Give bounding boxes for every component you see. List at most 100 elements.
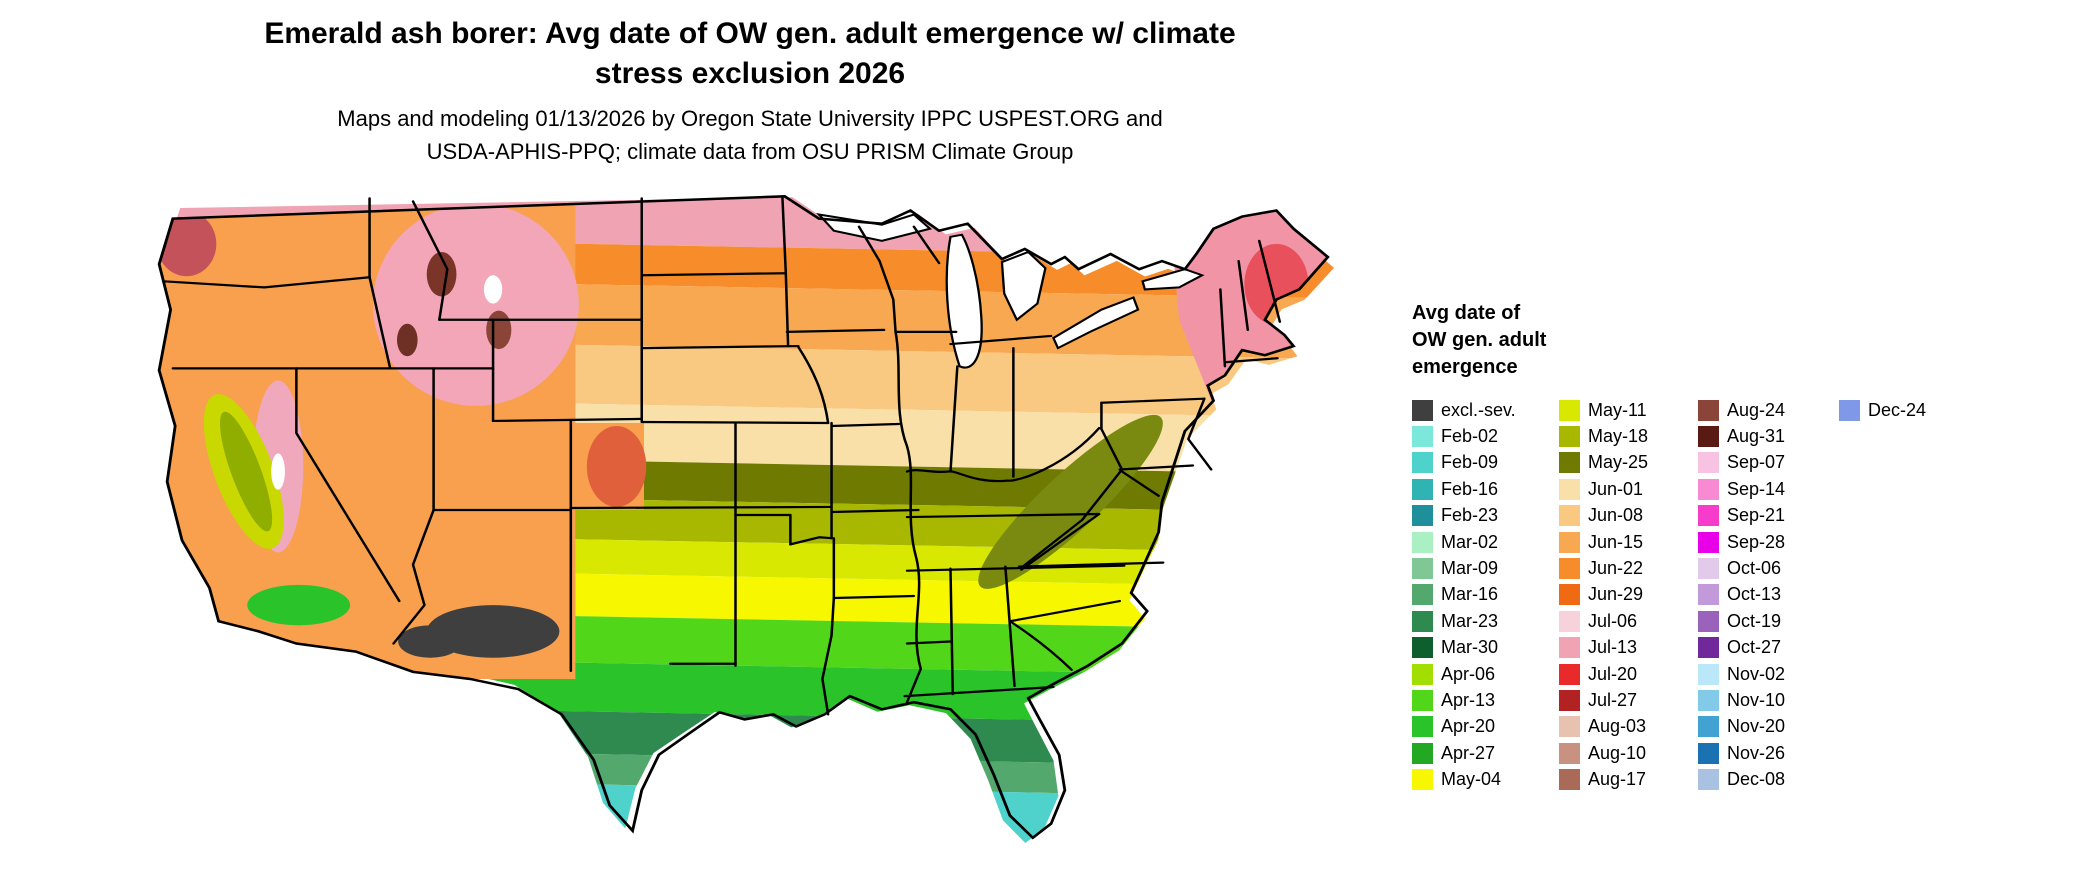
legend-entry: Jun-08 <box>1559 503 1698 529</box>
region-arizona-exclusion-2 <box>398 625 463 658</box>
legend-label: May-18 <box>1588 426 1649 447</box>
legend-entry: May-11 <box>1559 397 1698 423</box>
region-high-peaks-2 <box>486 310 512 350</box>
legend-entry: Nov-20 <box>1698 714 1839 740</box>
legend-label: excl.-sev. <box>1441 399 1516 420</box>
legend-swatch <box>1412 505 1433 527</box>
legend-swatch <box>1698 742 1719 764</box>
legend-entry: Mar-09 <box>1412 555 1559 581</box>
legend-swatch <box>1698 558 1719 580</box>
region-high-peaks-1 <box>426 251 457 297</box>
legend-swatch <box>1698 716 1719 738</box>
legend-label: Mar-16 <box>1441 584 1499 605</box>
legend-entry: Aug-17 <box>1559 766 1698 792</box>
legend-swatch <box>1559 610 1580 632</box>
lake-erie <box>1051 296 1140 350</box>
legend-label: Apr-06 <box>1441 663 1496 684</box>
legend-swatch <box>1412 531 1433 553</box>
legend-label: Jul-06 <box>1588 610 1638 631</box>
legend-swatch <box>1559 531 1580 553</box>
region-socal-coast <box>247 584 351 626</box>
legend-swatch <box>1412 584 1433 606</box>
legend-label: Oct-06 <box>1727 558 1782 579</box>
subtitle-line-2: USDA-APHIS-PPQ; climate data from OSU PR… <box>426 139 1074 164</box>
legend-entry: Mar-23 <box>1412 608 1559 634</box>
legend-entry: Sep-07 <box>1698 450 1839 476</box>
legend-entry: Aug-24 <box>1698 397 1839 423</box>
legend-label: Apr-13 <box>1441 689 1496 710</box>
legend-label: Jun-08 <box>1588 505 1644 526</box>
legend-swatch <box>1698 478 1719 500</box>
legend-label: Mar-02 <box>1441 531 1499 552</box>
legend-entry: Sep-14 <box>1698 476 1839 502</box>
legend-entry: Jul-27 <box>1559 687 1698 713</box>
legend-entry: Dec-24 <box>1839 397 1926 423</box>
legend-label: Nov-20 <box>1727 716 1786 737</box>
legend-column-4: Dec-24 <box>1839 397 1926 793</box>
legend-swatch <box>1412 426 1433 448</box>
legend-swatch <box>1698 531 1719 553</box>
legend-entry: Apr-20 <box>1412 714 1559 740</box>
legend-label: Jul-27 <box>1588 689 1638 710</box>
legend-entry: Apr-27 <box>1412 740 1559 766</box>
legend-swatch <box>1559 663 1580 685</box>
legend-column-1: excl.-sev. Feb-02 Feb-09 Feb-16 Feb-23 Mar-02… <box>1412 397 1559 793</box>
legend-label: Feb-09 <box>1441 452 1499 473</box>
region-snow-2 <box>271 453 285 490</box>
legend-label: Sep-21 <box>1727 505 1786 526</box>
legend-label: Mar-30 <box>1441 637 1499 658</box>
legend-column-3: Aug-24 Aug-31 Sep-07 Sep-14 Sep-21 Sep-28 Oct-… <box>1698 397 1839 793</box>
legend-swatch <box>1412 637 1433 659</box>
legend-label: Apr-20 <box>1441 716 1496 737</box>
legend-label: May-04 <box>1441 769 1502 790</box>
legend-entry: Aug-10 <box>1559 740 1698 766</box>
legend-entry: May-18 <box>1559 423 1698 449</box>
legend-entry: Oct-13 <box>1698 582 1839 608</box>
legend-swatch <box>1559 452 1580 474</box>
legend-entry: Jun-22 <box>1559 555 1698 581</box>
legend-entry: Mar-16 <box>1412 582 1559 608</box>
legend-label: Jun-22 <box>1588 558 1644 579</box>
legend-column-2: May-11 May-18 May-25 Jun-01 Jun-08 Jun-15 Jun-… <box>1559 397 1698 793</box>
legend-label: Mar-23 <box>1441 610 1499 631</box>
legend-label: Jun-15 <box>1588 531 1644 552</box>
legend-swatch <box>1412 452 1433 474</box>
legend-label: Dec-08 <box>1727 769 1786 790</box>
legend-label: Feb-23 <box>1441 505 1499 526</box>
region-olympics <box>159 211 217 277</box>
legend-label: Jul-13 <box>1588 637 1638 658</box>
legend-entry: Jul-13 <box>1559 635 1698 661</box>
legend-swatch <box>1698 399 1719 421</box>
legend-swatch <box>1412 558 1433 580</box>
legend-label: Aug-10 <box>1588 742 1647 763</box>
legend-entry: Feb-02 <box>1412 423 1559 449</box>
legend-swatch <box>1559 584 1580 606</box>
lake-ontario <box>1141 268 1205 291</box>
state-boundaries <box>162 195 1282 716</box>
legend-swatch <box>1412 742 1433 764</box>
legend-swatch <box>1698 452 1719 474</box>
legend-swatch <box>1412 478 1433 500</box>
subtitle-line-1: Maps and modeling 01/13/2026 by Oregon S… <box>337 106 1163 131</box>
legend-swatch <box>1559 426 1580 448</box>
legend-label: Sep-28 <box>1727 531 1786 552</box>
legend-label: Sep-07 <box>1727 452 1786 473</box>
legend-entry: Feb-23 <box>1412 503 1559 529</box>
legend-entry: Feb-09 <box>1412 450 1559 476</box>
legend-swatch <box>1412 769 1433 791</box>
region-central-valley-inner <box>219 411 273 532</box>
map-band <box>151 774 1336 849</box>
legend-swatch <box>1412 716 1433 738</box>
legend-swatch <box>1559 478 1580 500</box>
legend-label: Jun-29 <box>1588 584 1644 605</box>
legend-columns: excl.-sev. Feb-02 Feb-09 Feb-16 Feb-23 Mar-02… <box>1412 397 2012 793</box>
legend-entry: Apr-13 <box>1412 687 1559 713</box>
legend-entry: Nov-10 <box>1698 687 1839 713</box>
legend-label: Oct-27 <box>1727 637 1782 658</box>
legend-entry: Sep-21 <box>1698 503 1839 529</box>
legend-entry: Nov-02 <box>1698 661 1839 687</box>
legend-swatch <box>1839 399 1860 421</box>
legend-label: May-11 <box>1588 399 1647 420</box>
legend-label: Jun-01 <box>1588 478 1644 499</box>
legend-swatch <box>1698 769 1719 791</box>
